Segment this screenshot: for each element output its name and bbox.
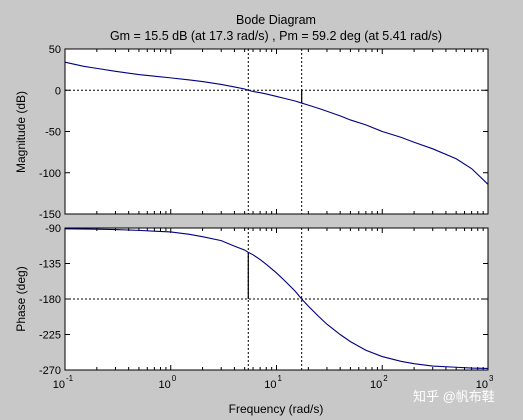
magnitude-y-tick-label: -50	[45, 127, 61, 139]
phase-y-tick-label: -180	[39, 294, 61, 306]
phase-axes-frame	[64, 227, 489, 371]
phase-x-tick-label: 101	[264, 374, 282, 391]
x-tick-label-exponent: -1	[66, 374, 74, 383]
x-tick-label-exponent: 2	[383, 374, 388, 383]
magnitude-plot-area	[65, 49, 488, 214]
magnitude-curve	[64, 61, 489, 185]
x-tick-label-base: 10	[476, 379, 488, 391]
phase-x-tick-label: 10-1	[53, 374, 74, 391]
phase-y-tick-label: -90	[45, 223, 61, 235]
phase-x-tick-label: 100	[159, 374, 177, 391]
magnitude-axes-frame	[64, 48, 489, 215]
x-tick-label-base: 10	[159, 379, 171, 391]
magnitude-axes: 50 0 -50 -100 -150	[39, 44, 489, 221]
phase-x-tick-label: 102	[370, 374, 388, 391]
magnitude-y-tick-label: -150	[39, 209, 61, 221]
magnitude-y-tick-label: 50	[49, 44, 61, 56]
y-axis-label-phase: Phase (deg)	[14, 266, 28, 331]
magnitude-y-tick-label: 0	[55, 85, 61, 97]
chart-subtitle: Gm = 15.5 dB (at 17.3 rad/s) , Pm = 59.2…	[110, 29, 442, 43]
x-axis-label: Frequency (rad/s)	[229, 402, 324, 416]
x-tick-label-base: 10	[370, 379, 382, 391]
x-tick-label-exponent: 1	[278, 374, 283, 383]
magnitude-y-tick-label: -100	[39, 168, 61, 180]
x-tick-label-exponent: 0	[172, 374, 177, 383]
y-axis-label-magnitude: Magnitude (dB)	[14, 91, 28, 173]
x-tick-label-base: 10	[264, 379, 276, 391]
chart-title: Bode Diagram	[236, 13, 316, 27]
phase-curve	[64, 228, 489, 369]
x-tick-label-exponent: 3	[489, 374, 494, 383]
phase-y-tick-label: -270	[39, 365, 61, 377]
x-tick-label-base: 10	[53, 379, 65, 391]
phase-plot-area	[65, 228, 488, 370]
phase-y-tick-label: -225	[39, 330, 61, 342]
phase-y-tick-label: -135	[39, 259, 61, 271]
watermark-text: 知乎 @帆布鞋	[413, 389, 495, 404]
phase-x-tick-label: 103	[476, 374, 494, 391]
